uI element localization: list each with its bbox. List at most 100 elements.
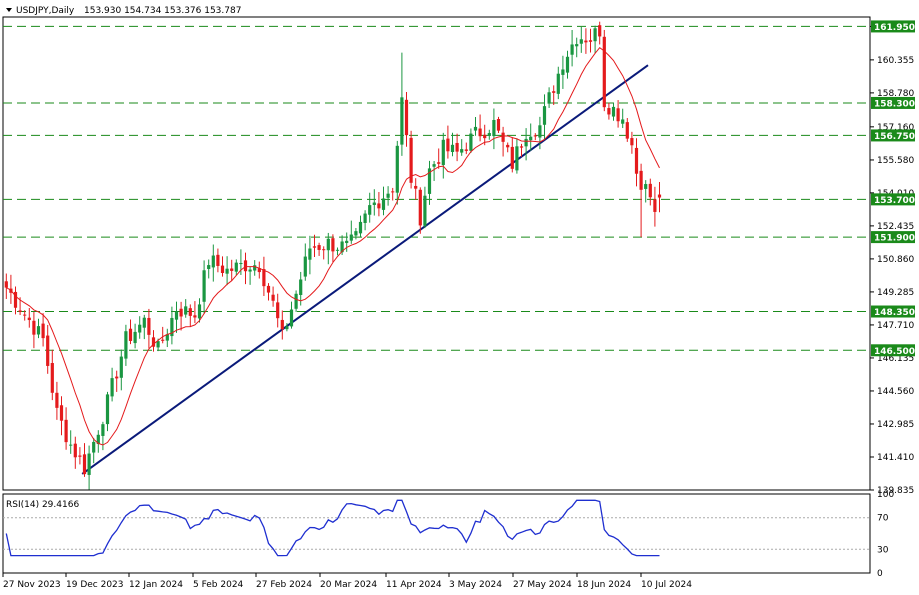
candle-body (621, 119, 625, 124)
candle-body (340, 241, 344, 253)
candle-body (579, 39, 583, 44)
candle-body (243, 260, 248, 272)
candle-body (593, 28, 597, 42)
candle-body (271, 294, 275, 301)
time-tick-label: 27 Feb 2024 (256, 580, 312, 590)
candle-body (418, 189, 422, 226)
time-axis: 27 Nov 2023 19 Dec 2023 12 Jan 2024 5 Feb 2… (2, 573, 692, 590)
candle-body (257, 268, 261, 273)
candle-body (542, 106, 547, 125)
dropdown-triangle-icon[interactable] (6, 8, 12, 12)
chart-header: USDJPY,Daily 153.930 154.734 153.376 153… (6, 6, 241, 16)
candle-body (644, 184, 648, 189)
candle-body (611, 106, 616, 117)
candle-body (335, 249, 340, 251)
ohlc-values: 153.930 154.734 153.376 153.787 (84, 6, 241, 16)
level-tag-label: 156.750 (874, 132, 915, 142)
candle-body (23, 314, 27, 316)
candle-body (648, 183, 652, 198)
candle-body (496, 119, 501, 131)
candle-body (519, 146, 524, 148)
candle-body (639, 170, 643, 190)
candle-body (294, 293, 298, 309)
time-tick-label: 10 Jul 2024 (641, 580, 692, 590)
candle-body (280, 319, 284, 330)
candle-body (487, 133, 491, 136)
candle-body (124, 331, 128, 359)
candle-body (561, 69, 565, 75)
rsi-tick-label: 70 (877, 514, 889, 524)
candle-body (515, 146, 519, 171)
trendline-layer (81, 64, 649, 475)
candle-body (506, 144, 510, 148)
candle-body (524, 138, 528, 147)
candle-body (400, 97, 404, 145)
candle-body (50, 363, 54, 393)
candle-body (64, 419, 68, 443)
time-tick-label: 27 Nov 2023 (3, 580, 61, 590)
candle-body (128, 328, 133, 341)
candle-body (119, 356, 123, 378)
level-tag (871, 129, 915, 142)
candle-body (18, 310, 22, 312)
price-tick-label: 160.355 (877, 56, 914, 66)
candle-body (151, 337, 156, 347)
level-tag (871, 344, 915, 357)
candle-body (220, 265, 225, 273)
candle-body (414, 185, 418, 189)
candle-body (556, 73, 560, 94)
level-tag (871, 96, 915, 109)
candle-body (588, 40, 593, 42)
main-chart-frame (2, 16, 871, 574)
time-tick-label: 20 Mar 2024 (320, 580, 377, 590)
candle-body (202, 270, 206, 302)
price-axis: 161.950160.355158.780157.160155.580154.0… (870, 22, 914, 496)
candle-body (216, 254, 220, 266)
candle-body (464, 149, 468, 151)
level-tags: 161.950 158.300 156.750 153.700 151.900 148.3… (871, 20, 915, 357)
candle-body (570, 44, 574, 55)
candle-body (363, 213, 367, 223)
candle-body (607, 108, 611, 115)
level-tag (871, 231, 915, 244)
candle-body (211, 255, 215, 268)
candle-body (533, 135, 537, 137)
candle-body (289, 309, 294, 327)
candle-body (239, 263, 243, 265)
time-tick-label: 27 May 2024 (513, 580, 572, 590)
candle-body (96, 434, 100, 445)
candle-body (115, 376, 119, 379)
level-tag-label: 158.300 (874, 99, 915, 109)
candle-body (634, 147, 639, 174)
candle-body (427, 168, 432, 194)
candle-body (602, 36, 606, 108)
candle-body (55, 392, 59, 408)
level-tag-label: 151.900 (874, 234, 915, 244)
level-tag-label: 148.350 (874, 308, 915, 318)
candle-body (41, 323, 45, 339)
candle-body (584, 40, 588, 43)
time-tick-label: 18 Jun 2024 (577, 580, 631, 590)
candle-body (625, 122, 629, 139)
candle-body (165, 334, 169, 341)
candle-body (349, 234, 353, 241)
ma-line (6, 47, 660, 446)
candle-body (303, 256, 307, 277)
main-plot-border (2, 16, 871, 491)
candle-body (285, 326, 289, 330)
candle-body (142, 317, 146, 328)
candle-body (423, 195, 427, 226)
candle-body (372, 202, 376, 206)
level-tag-label: 161.950 (874, 23, 915, 33)
candle-body (312, 246, 317, 248)
price-tick-label: 147.710 (877, 321, 914, 331)
price-tick-label: 149.285 (877, 288, 914, 298)
price-tick-label: 146.135 (877, 354, 914, 364)
candle-body (101, 424, 105, 436)
candle-body (207, 265, 211, 269)
candle-body (395, 145, 399, 193)
candle-body (110, 378, 114, 397)
candle-body (404, 99, 409, 136)
candle-body (354, 231, 358, 236)
candle-body (193, 315, 197, 318)
